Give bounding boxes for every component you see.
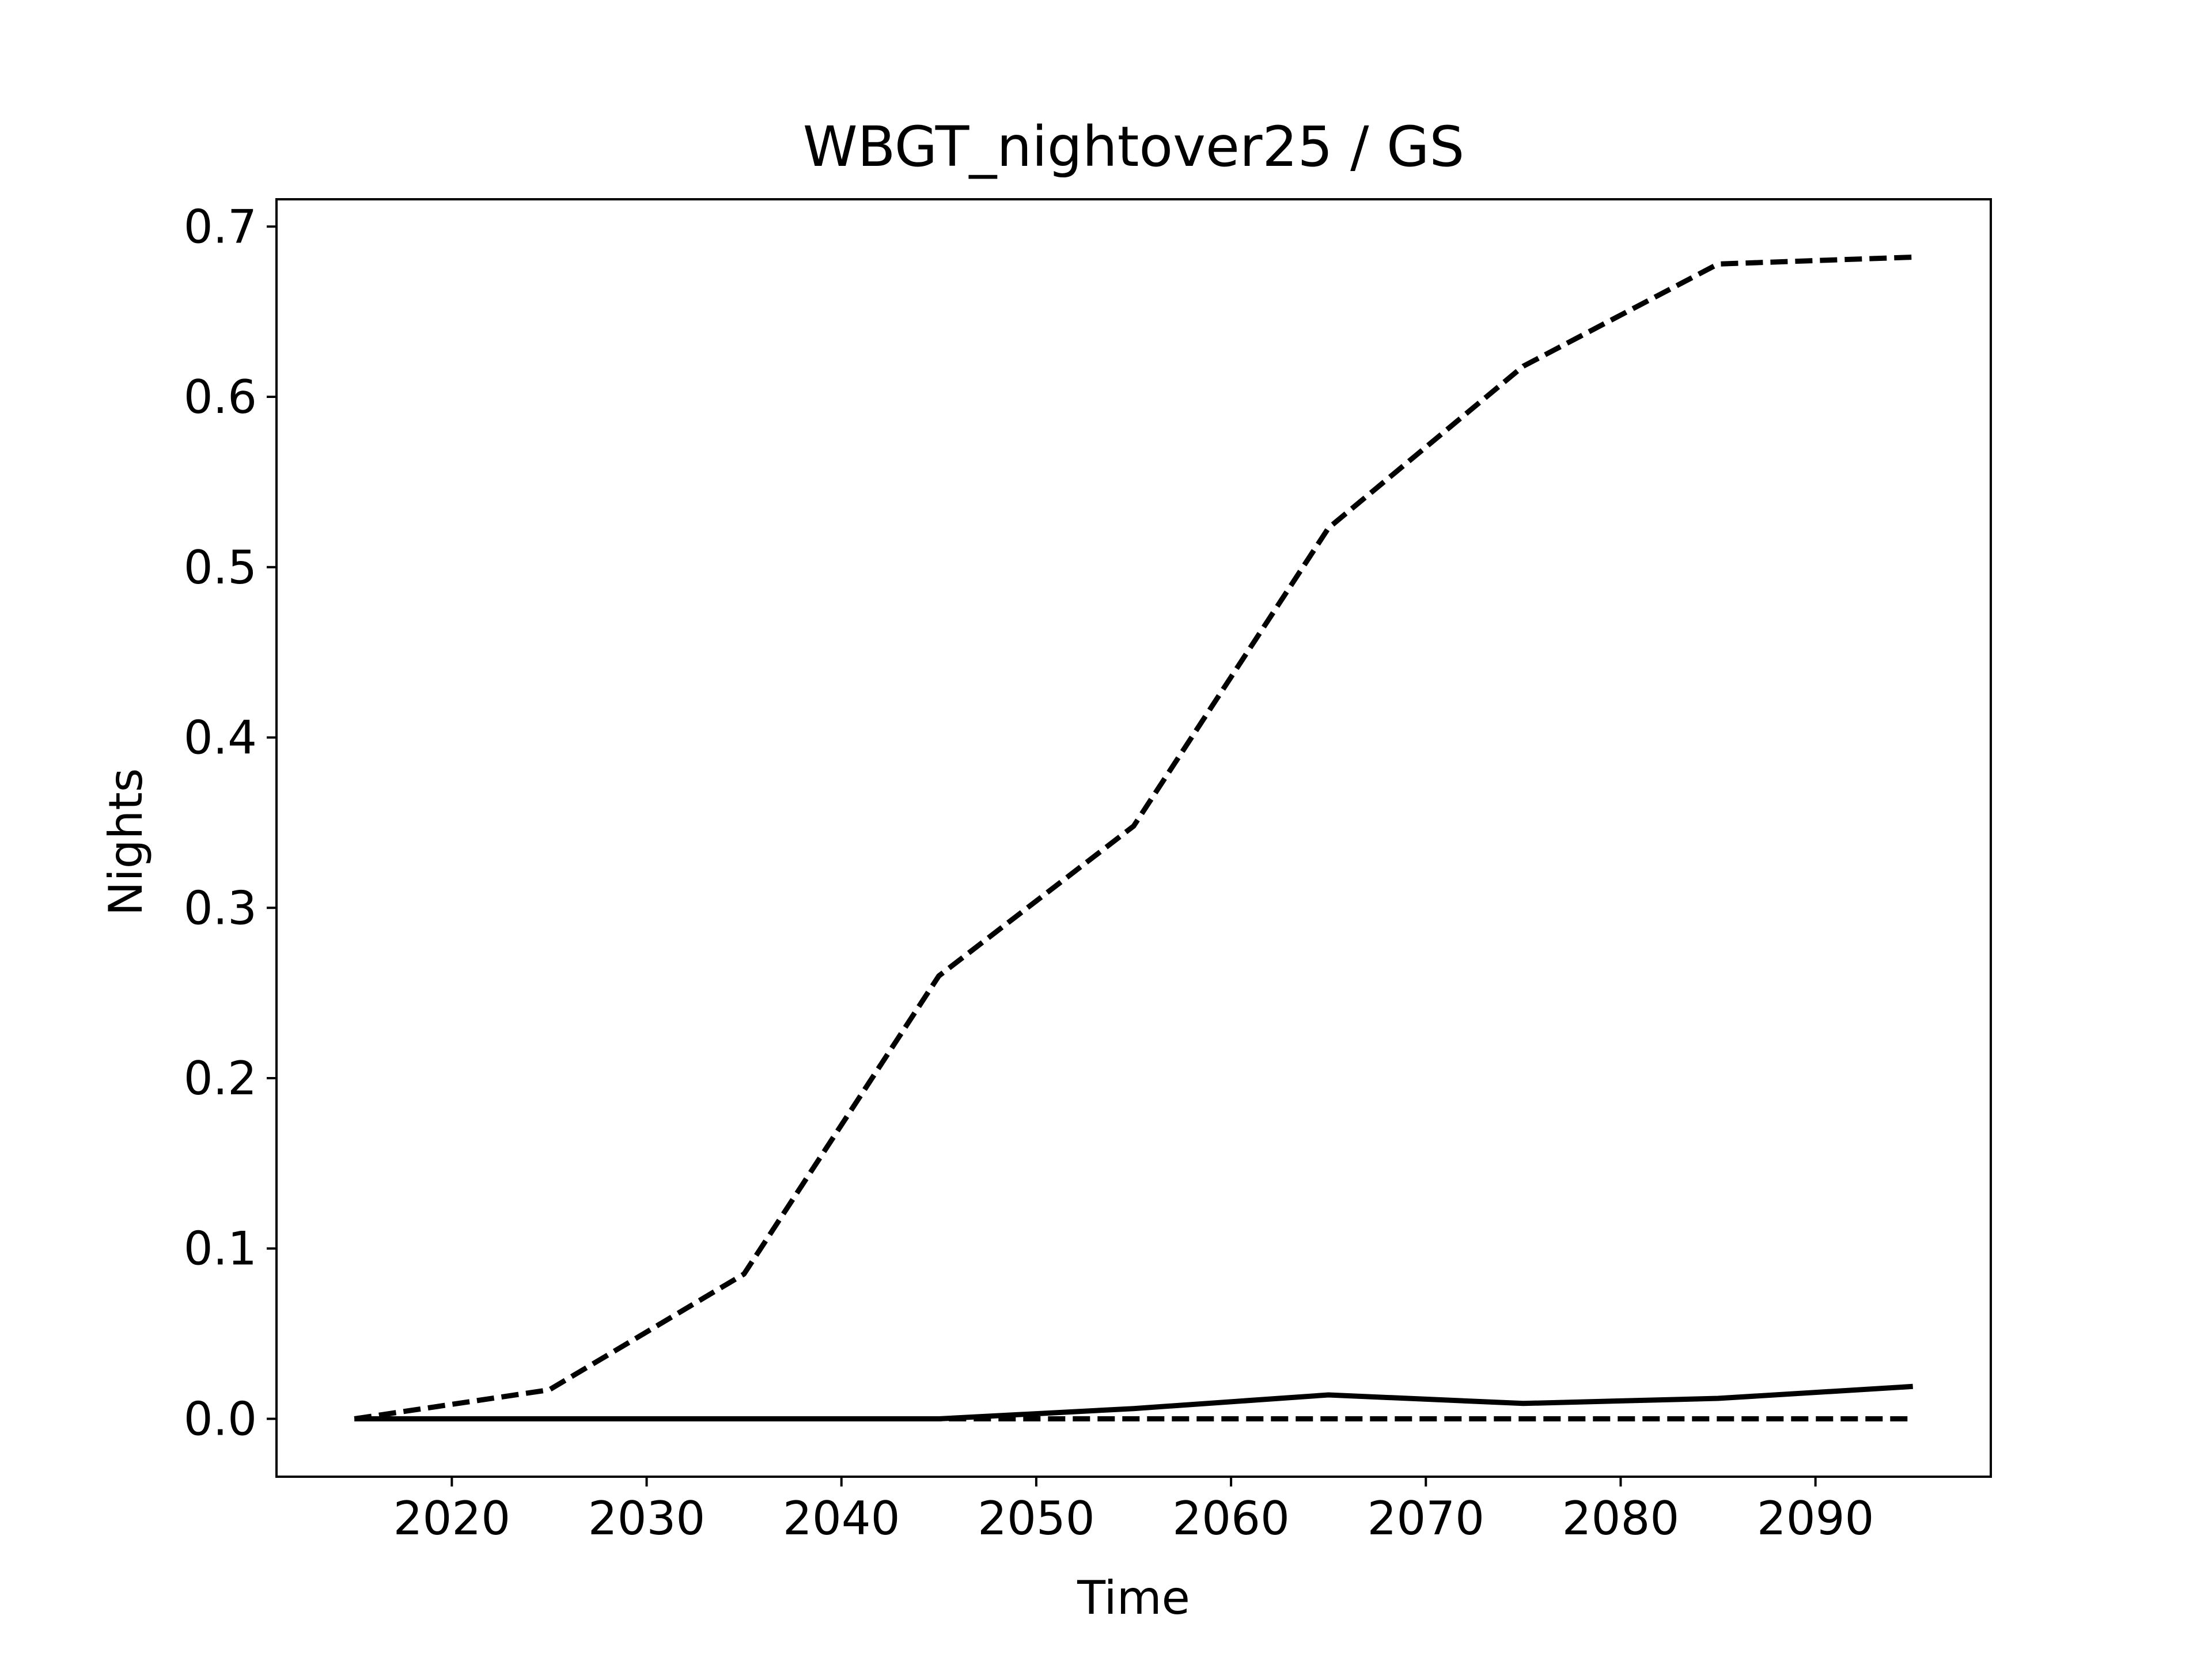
plot-frame [275,198,1992,1478]
y-tick-label: 0.4 [184,711,257,765]
x-axis-label: Time [1077,1571,1190,1625]
x-tick-label: 2080 [1562,1492,1680,1545]
chart-title: WBGT_nightover25 / GS [803,115,1465,179]
series-layer [354,255,1913,1421]
x-tick-label: 2050 [978,1492,1095,1545]
x-tick-label: 2090 [1757,1492,1874,1545]
y-tick-label: 0.6 [184,370,257,424]
y-tick-label: 0.2 [184,1052,257,1105]
x-tick-label: 2020 [393,1492,511,1545]
y-tick-label: 0.0 [184,1392,257,1446]
y-tick-label: 0.7 [184,200,257,253]
x-tick-label: 2070 [1367,1492,1484,1545]
y-axis-label: Nights [99,768,153,916]
x-tick-label: 2060 [1172,1492,1290,1545]
y-tick-label: 0.5 [184,541,257,594]
x-axis-ticks: 2020 2030 2040 2050 2060 2070 2080 2090 [393,1477,1874,1545]
y-axis-ticks: 0.0 0.1 0.2 0.3 0.4 0.5 0.6 0.7 [184,200,276,1446]
x-tick-label: 2030 [588,1492,706,1545]
y-tick-label: 0.1 [184,1222,257,1276]
series-line-1 [354,255,1913,1421]
x-tick-label: 2040 [783,1492,900,1545]
y-tick-label: 0.3 [184,881,257,935]
